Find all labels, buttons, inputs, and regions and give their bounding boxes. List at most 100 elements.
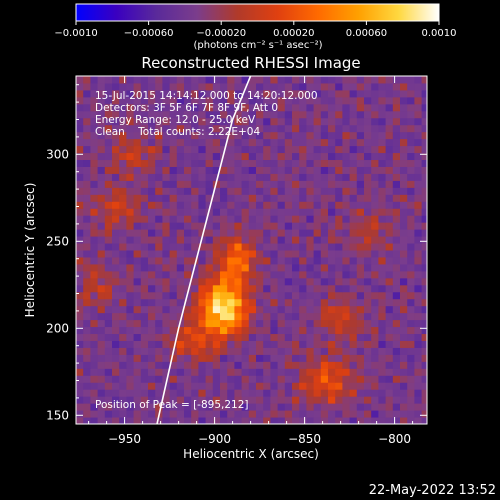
- heatmap-cell: [378, 124, 387, 133]
- heatmap-cell: [335, 410, 343, 418]
- heatmap-cell: [421, 263, 427, 272]
- heatmap-cell: [133, 173, 142, 181]
- heatmap-cell: [155, 194, 163, 202]
- heatmap-cell: [176, 124, 185, 133]
- heatmap-cell: [191, 243, 199, 251]
- heatmap-cell: [392, 243, 401, 251]
- heatmap-cell: [184, 138, 192, 147]
- heatmap-cell: [284, 173, 293, 181]
- heatmap-cell: [421, 166, 427, 174]
- heatmap-cell: [234, 222, 243, 230]
- heatmap-cell: [184, 145, 192, 154]
- heatmap-cell: [184, 250, 192, 258]
- heatmap-cell: [349, 145, 358, 154]
- heatmap-cell: [90, 417, 99, 424]
- heatmap-cell: [83, 354, 91, 362]
- heatmap-cell: [270, 152, 279, 161]
- heatmap-cell: [241, 375, 250, 383]
- heatmap-cell: [313, 256, 322, 265]
- heatmap-cell: [371, 270, 379, 279]
- heatmap-cell: [335, 138, 343, 147]
- heatmap-cell: [140, 298, 149, 307]
- heatmap-cell: [364, 396, 372, 404]
- heatmap-cell: [104, 194, 113, 202]
- heatmap-cell: [371, 417, 379, 424]
- heatmap-cell: [292, 298, 300, 307]
- heatmap-cell: [270, 236, 279, 244]
- heatmap-cell: [133, 159, 142, 167]
- heatmap-cell: [277, 131, 286, 140]
- heatmap-cell: [277, 305, 286, 314]
- heatmap-cell: [212, 361, 221, 369]
- heatmap-cell: [270, 375, 279, 383]
- heatmap-cell: [284, 117, 293, 126]
- heatmap-cell: [364, 375, 372, 383]
- heatmap-cell: [220, 256, 228, 265]
- heatmap-cell: [313, 340, 322, 348]
- heatmap-cell: [284, 396, 293, 404]
- heatmap-cell: [356, 354, 365, 362]
- heatmap-cell: [234, 263, 243, 272]
- heatmap-cell: [212, 76, 221, 84]
- heatmap-cell: [140, 117, 149, 126]
- heatmap-cell: [306, 76, 315, 84]
- heatmap-cell: [162, 145, 171, 154]
- heatmap-cell: [342, 103, 351, 112]
- heatmap-cell: [320, 340, 329, 348]
- heatmap-cell: [205, 284, 214, 293]
- heatmap-cell: [76, 375, 84, 383]
- heatmap-cell: [299, 305, 307, 314]
- heatmap-cell: [104, 291, 113, 300]
- heatmap-cell: [299, 76, 307, 84]
- heatmap-cell: [400, 375, 408, 383]
- heatmap-cell: [148, 89, 156, 98]
- heatmap-cell: [313, 361, 322, 369]
- heatmap-cell: [133, 145, 142, 154]
- heatmap-cell: [371, 180, 379, 188]
- heatmap-cell: [133, 361, 142, 369]
- heatmap-cell: [400, 298, 408, 307]
- heatmap-cell: [90, 368, 99, 376]
- heatmap-cell: [90, 333, 99, 341]
- heatmap-cell: [263, 270, 271, 279]
- heatmap-cell: [205, 124, 214, 133]
- heatmap-cell: [292, 403, 300, 411]
- heatmap-cell: [212, 305, 221, 314]
- heatmap-cell: [162, 256, 171, 265]
- heatmap-cell: [270, 382, 279, 390]
- heatmap-cell: [356, 110, 365, 119]
- heatmap-cell: [313, 263, 322, 272]
- heatmap-cell: [407, 138, 415, 147]
- heatmap-cell: [277, 159, 286, 167]
- heatmap-cell: [90, 138, 99, 147]
- heatmap-cell: [356, 298, 365, 307]
- heatmap-cell: [176, 117, 185, 126]
- heatmap-cell: [227, 173, 235, 181]
- heatmap-cell: [320, 312, 329, 321]
- heatmap-cell: [270, 194, 279, 202]
- heatmap-cell: [241, 340, 250, 348]
- heatmap-cell: [148, 347, 156, 355]
- heatmap-cell: [400, 222, 408, 230]
- heatmap-cell: [400, 403, 408, 411]
- heatmap-cell: [371, 410, 379, 418]
- heatmap-cell: [112, 145, 120, 154]
- heatmap-cell: [162, 222, 171, 230]
- heatmap-cell: [90, 396, 99, 404]
- heatmap-cell: [212, 159, 221, 167]
- heatmap-cell: [270, 312, 279, 321]
- heatmap-cell: [371, 284, 379, 293]
- heatmap-cell: [277, 96, 286, 105]
- heatmap-cell: [83, 347, 91, 355]
- heatmap-cell: [263, 82, 271, 91]
- heatmap-cell: [328, 89, 336, 98]
- heatmap-cell: [414, 250, 423, 258]
- heatmap-cell: [385, 159, 394, 167]
- heatmap-cell: [364, 215, 372, 223]
- heatmap-cell: [126, 368, 135, 376]
- heatmap-cell: [227, 319, 235, 328]
- heatmap-cell: [112, 82, 120, 91]
- heatmap-cell: [148, 410, 156, 418]
- heatmap-cell: [112, 361, 120, 369]
- heatmap-cell: [292, 284, 300, 293]
